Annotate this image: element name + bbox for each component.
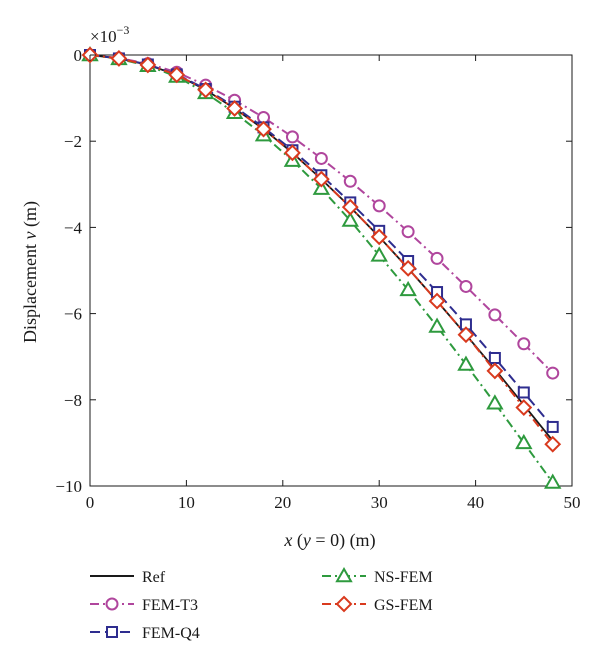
- data-point-diamond: [341, 198, 359, 216]
- data-point-diamond: [515, 399, 533, 416]
- data-point-diamond: [544, 435, 562, 453]
- x-axis-title-var2: y: [301, 530, 311, 550]
- data-point-diamond: [139, 56, 157, 74]
- data-point-triangle: [515, 433, 533, 450]
- y-tick-label: −10: [55, 477, 82, 496]
- plot-border: [89, 54, 573, 487]
- data-point-square: [546, 420, 559, 433]
- legend-label: Ref: [142, 569, 166, 586]
- y-tick-label: 0: [74, 46, 83, 65]
- axes-layer: 0 10 20 30 40 50 0 −2 −4 −6 −8 −10: [55, 46, 580, 512]
- data-point-circle: [401, 225, 415, 239]
- y-multiplier-exponent: −3: [117, 23, 130, 37]
- legend-label: NS-FEM: [374, 569, 433, 586]
- y-axis-title: Displacement v (m): [20, 201, 41, 343]
- y-axis-title-prefix: Displacement: [20, 240, 40, 343]
- data-point-diamond: [284, 144, 301, 162]
- legend-entry: GS-FEM: [322, 595, 433, 614]
- data-point-circle: [488, 308, 502, 322]
- legend-label: GS-FEM: [374, 597, 433, 614]
- y-axis-multiplier: ×10−3: [90, 23, 129, 46]
- series-ns-fem: [81, 45, 562, 489]
- data-point-circle: [459, 279, 473, 293]
- x-tick-label: 10: [178, 493, 195, 512]
- y-multiplier-base: ×10: [90, 27, 117, 46]
- x-tick-label: 20: [274, 493, 291, 512]
- series-line: [89, 54, 554, 428]
- x-tick-label: 30: [371, 493, 388, 512]
- data-point-circle: [517, 337, 531, 351]
- legend-entry: Ref: [90, 569, 166, 586]
- data-point-triangle: [341, 211, 360, 227]
- data-point-triangle: [428, 317, 446, 333]
- y-tick-label: −2: [64, 132, 82, 151]
- legend-entry: NS-FEM: [322, 566, 433, 586]
- y-axis-title-unit: (m): [20, 201, 41, 232]
- data-point-diamond: [457, 326, 475, 344]
- legend-label: FEM-T3: [142, 597, 198, 614]
- x-axis-title-open: (: [292, 530, 303, 551]
- x-tick-label: 40: [467, 493, 484, 512]
- data-point-diamond: [197, 81, 215, 99]
- x-axis-title-rest: = 0) (m): [311, 530, 376, 551]
- legend-entry: FEM-Q4: [90, 625, 200, 642]
- series-line: [89, 54, 554, 374]
- series-ref: [89, 54, 554, 442]
- data-point-triangle: [370, 246, 388, 262]
- series-line: [89, 54, 554, 442]
- data-point-square: [517, 386, 530, 399]
- data-point-diamond: [110, 50, 128, 67]
- data-point-circle: [546, 366, 560, 380]
- legend-entry: FEM-T3: [90, 597, 198, 614]
- data-point-triangle: [399, 280, 417, 297]
- series-fem-q4: [84, 49, 559, 433]
- x-axis-title: x (y = 0) (m): [283, 530, 375, 551]
- plot-area: [89, 54, 573, 487]
- data-point-triangle: [312, 179, 331, 195]
- data-point-triangle: [457, 355, 475, 371]
- data-point-diamond: [428, 292, 446, 310]
- data-point-triangle: [486, 394, 504, 410]
- data-point-triangle: [543, 473, 562, 489]
- legend-label: FEM-Q4: [142, 625, 200, 642]
- data-point-square: [106, 626, 118, 638]
- y-tick-label: −6: [64, 305, 82, 324]
- data-point-diamond: [399, 259, 417, 277]
- series-layer: [81, 45, 562, 489]
- data-point-circle: [343, 174, 357, 188]
- data-point-diamond: [312, 170, 330, 188]
- data-point-diamond: [370, 228, 388, 246]
- data-point-diamond: [486, 362, 504, 380]
- data-point-diamond: [168, 66, 186, 84]
- series-gs-fem: [81, 46, 562, 453]
- series-fem-t3: [83, 48, 560, 380]
- series-line: [89, 54, 554, 445]
- y-tick-label: −8: [64, 391, 82, 410]
- series-line: [89, 54, 554, 484]
- data-point-diamond: [255, 120, 272, 138]
- y-axis-title-var: v: [20, 232, 40, 240]
- data-point-square: [488, 351, 501, 364]
- y-tick-label: −4: [64, 218, 83, 237]
- legend: Ref FEM-T3 FEM-Q4 NS-FEM GS-FEM: [90, 566, 433, 642]
- x-tick-label: 50: [564, 493, 581, 512]
- x-tick-label: 0: [86, 493, 95, 512]
- data-point-triangle: [335, 566, 353, 583]
- x-axis-title-var: x: [283, 530, 292, 550]
- data-point-circle: [285, 130, 299, 144]
- data-point-circle: [314, 151, 328, 165]
- data-point-diamond: [335, 595, 353, 613]
- data-point-circle: [430, 251, 444, 265]
- data-point-diamond: [226, 100, 244, 117]
- data-point-circle: [372, 199, 386, 213]
- data-point-circle: [105, 597, 119, 611]
